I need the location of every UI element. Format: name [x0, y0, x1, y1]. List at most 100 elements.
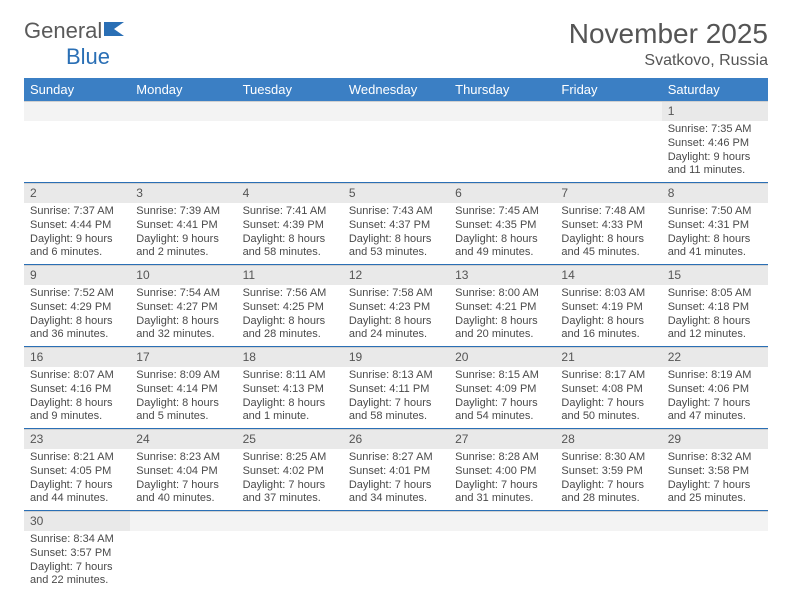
calendar-cell: [130, 101, 236, 183]
day-line: Sunset: 4:39 PM: [243, 219, 337, 233]
day-header: Wednesday: [343, 78, 449, 101]
day-line: Sunrise: 8:03 AM: [561, 287, 655, 301]
day-content: Sunrise: 8:03 AMSunset: 4:19 PMDaylight:…: [555, 285, 661, 346]
calendar-cell: 24Sunrise: 8:23 AMSunset: 4:04 PMDayligh…: [130, 429, 236, 511]
day-line: Sunset: 4:04 PM: [136, 465, 230, 479]
day-line: Daylight: 8 hours and 16 minutes.: [561, 315, 655, 343]
day-line: Sunrise: 8:32 AM: [668, 451, 762, 465]
day-line: Daylight: 7 hours and 58 minutes.: [349, 397, 443, 425]
day-content: Sunrise: 7:43 AMSunset: 4:37 PMDaylight:…: [343, 203, 449, 264]
calendar-cell: 7Sunrise: 7:48 AMSunset: 4:33 PMDaylight…: [555, 183, 661, 265]
day-content: [130, 531, 236, 537]
day-number: 22: [662, 347, 768, 367]
logo: GeneralBlue: [24, 18, 128, 70]
day-line: Sunset: 4:06 PM: [668, 383, 762, 397]
day-line: Sunset: 4:14 PM: [136, 383, 230, 397]
day-line: Sunrise: 8:23 AM: [136, 451, 230, 465]
day-number: 11: [237, 265, 343, 285]
calendar-cell: 4Sunrise: 7:41 AMSunset: 4:39 PMDaylight…: [237, 183, 343, 265]
calendar-cell: [237, 101, 343, 183]
day-line: Sunrise: 8:00 AM: [455, 287, 549, 301]
day-line: Daylight: 7 hours and 34 minutes.: [349, 479, 443, 507]
day-line: Sunrise: 8:07 AM: [30, 369, 124, 383]
day-line: Sunset: 3:58 PM: [668, 465, 762, 479]
day-line: Daylight: 7 hours and 22 minutes.: [30, 561, 124, 589]
day-content: Sunrise: 7:35 AMSunset: 4:46 PMDaylight:…: [662, 121, 768, 182]
calendar-cell: 20Sunrise: 8:15 AMSunset: 4:09 PMDayligh…: [449, 347, 555, 429]
day-number: 20: [449, 347, 555, 367]
calendar-week: 16Sunrise: 8:07 AMSunset: 4:16 PMDayligh…: [24, 347, 768, 429]
day-content: Sunrise: 8:15 AMSunset: 4:09 PMDaylight:…: [449, 367, 555, 428]
day-number: [662, 511, 768, 531]
day-line: Daylight: 8 hours and 53 minutes.: [349, 233, 443, 261]
day-content: Sunrise: 8:13 AMSunset: 4:11 PMDaylight:…: [343, 367, 449, 428]
day-content: Sunrise: 8:05 AMSunset: 4:18 PMDaylight:…: [662, 285, 768, 346]
calendar-cell: [130, 511, 236, 593]
day-line: Sunset: 4:18 PM: [668, 301, 762, 315]
day-content: [130, 121, 236, 127]
day-content: Sunrise: 8:19 AMSunset: 4:06 PMDaylight:…: [662, 367, 768, 428]
day-line: Daylight: 7 hours and 28 minutes.: [561, 479, 655, 507]
day-content: Sunrise: 8:32 AMSunset: 3:58 PMDaylight:…: [662, 449, 768, 510]
day-line: Daylight: 9 hours and 11 minutes.: [668, 151, 762, 179]
calendar-cell: 2Sunrise: 7:37 AMSunset: 4:44 PMDaylight…: [24, 183, 130, 265]
calendar-body: 1Sunrise: 7:35 AMSunset: 4:46 PMDaylight…: [24, 101, 768, 592]
day-line: Daylight: 7 hours and 25 minutes.: [668, 479, 762, 507]
day-line: Sunrise: 7:54 AM: [136, 287, 230, 301]
day-line: Sunset: 4:05 PM: [30, 465, 124, 479]
calendar-cell: [343, 511, 449, 593]
day-line: Sunset: 4:27 PM: [136, 301, 230, 315]
day-number: 23: [24, 429, 130, 449]
day-content: Sunrise: 7:54 AMSunset: 4:27 PMDaylight:…: [130, 285, 236, 346]
flag-icon: [102, 18, 128, 44]
day-number: 13: [449, 265, 555, 285]
calendar-cell: 10Sunrise: 7:54 AMSunset: 4:27 PMDayligh…: [130, 265, 236, 347]
day-line: Sunrise: 7:50 AM: [668, 205, 762, 219]
day-line: Sunset: 4:08 PM: [561, 383, 655, 397]
day-line: Sunrise: 7:35 AM: [668, 123, 762, 137]
day-line: Daylight: 7 hours and 54 minutes.: [455, 397, 549, 425]
day-number: [24, 101, 130, 121]
day-line: Daylight: 8 hours and 32 minutes.: [136, 315, 230, 343]
location: Svatkovo, Russia: [569, 52, 768, 70]
day-number: 27: [449, 429, 555, 449]
day-number: 8: [662, 183, 768, 203]
day-line: Sunset: 4:21 PM: [455, 301, 549, 315]
calendar-cell: [24, 101, 130, 183]
day-line: Daylight: 7 hours and 40 minutes.: [136, 479, 230, 507]
day-number: 15: [662, 265, 768, 285]
day-content: Sunrise: 8:27 AMSunset: 4:01 PMDaylight:…: [343, 449, 449, 510]
day-line: Sunrise: 7:39 AM: [136, 205, 230, 219]
day-number: 28: [555, 429, 661, 449]
day-line: Sunrise: 8:21 AM: [30, 451, 124, 465]
day-number: 16: [24, 347, 130, 367]
day-line: Sunrise: 7:58 AM: [349, 287, 443, 301]
day-content: Sunrise: 7:39 AMSunset: 4:41 PMDaylight:…: [130, 203, 236, 264]
day-line: Sunset: 4:16 PM: [30, 383, 124, 397]
day-line: Sunset: 4:13 PM: [243, 383, 337, 397]
day-content: Sunrise: 7:56 AMSunset: 4:25 PMDaylight:…: [237, 285, 343, 346]
calendar-cell: 11Sunrise: 7:56 AMSunset: 4:25 PMDayligh…: [237, 265, 343, 347]
day-content: [343, 531, 449, 537]
day-line: Sunset: 4:23 PM: [349, 301, 443, 315]
day-content: Sunrise: 8:28 AMSunset: 4:00 PMDaylight:…: [449, 449, 555, 510]
calendar-week: 23 Sunrise: 8:21 AMSunset: 4:05 PM Dayligh…: [24, 429, 768, 511]
day-line: Sunset: 4:44 PM: [30, 219, 124, 233]
day-header-row: SundayMondayTuesdayWednesdayThursdayFrid…: [24, 78, 768, 101]
day-header: Saturday: [662, 78, 768, 101]
calendar-cell: 28Sunrise: 8:30 AMSunset: 3:59 PMDayligh…: [555, 429, 661, 511]
day-number: [237, 511, 343, 531]
calendar-week: 9Sunrise: 7:52 AMSunset: 4:29 PMDaylight…: [24, 265, 768, 347]
day-line: Sunrise: 7:56 AM: [243, 287, 337, 301]
calendar-cell: 1Sunrise: 7:35 AMSunset: 4:46 PMDaylight…: [662, 101, 768, 183]
day-line: Daylight: 8 hours and 28 minutes.: [243, 315, 337, 343]
day-content: [449, 531, 555, 537]
day-content: [555, 531, 661, 537]
day-line: Sunrise: 7:45 AM: [455, 205, 549, 219]
day-content: Sunrise: 8:11 AMSunset: 4:13 PMDaylight:…: [237, 367, 343, 428]
day-line: Sunrise: 8:34 AM: [30, 533, 124, 547]
day-content: Sunrise: 7:48 AMSunset: 4:33 PMDaylight:…: [555, 203, 661, 264]
day-content: Sunrise: 8:07 AMSunset: 4:16 PMDaylight:…: [24, 367, 130, 428]
day-line: Sunset: 4:11 PM: [349, 383, 443, 397]
calendar-cell: 26Sunrise: 8:27 AMSunset: 4:01 PMDayligh…: [343, 429, 449, 511]
